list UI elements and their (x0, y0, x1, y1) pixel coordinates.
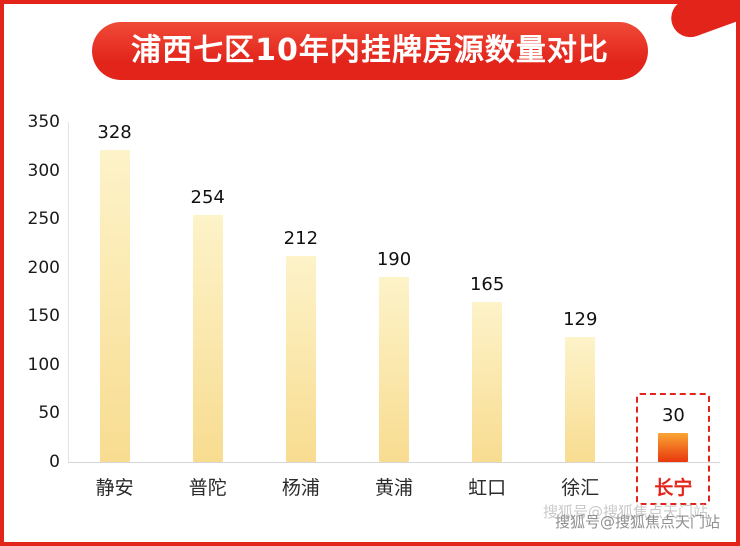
bar-area: 30 (658, 122, 689, 462)
watermark: 搜狐号@搜狐焦点天门站 (554, 513, 720, 531)
bar (192, 215, 223, 462)
bar-columns: 328 静安 254 普陀 212 杨浦 190 黄浦 165 虹口 129 徐汇 30 长宁 (68, 122, 720, 507)
bar-column: 328 静安 (68, 122, 161, 507)
y-axis-line (68, 122, 69, 462)
bar-column: 165 虹口 (441, 122, 534, 507)
bar-column: 254 普陀 (161, 122, 254, 507)
category-label: 虹口 (468, 477, 507, 499)
bar (472, 302, 503, 462)
bar (378, 277, 409, 462)
y-tick-label: 150 (27, 306, 60, 327)
y-tick-label: 250 (27, 209, 60, 230)
value-label: 129 (563, 309, 598, 330)
bar (565, 337, 596, 462)
y-tick-label: 0 (49, 452, 60, 472)
y-tick-label: 50 (38, 403, 60, 424)
y-tick-label: 100 (27, 354, 60, 375)
category-label: 杨浦 (281, 477, 320, 499)
bar (99, 150, 130, 462)
plot-area: 328 静安 254 普陀 212 杨浦 190 黄浦 165 虹口 129 徐汇 30 长宁 (68, 122, 720, 507)
bar-column: 212 杨浦 (254, 122, 347, 507)
bar-column: 190 黄浦 (347, 122, 440, 507)
bar (285, 256, 316, 462)
value-label: 328 (97, 122, 132, 143)
category-label: 静安 (95, 477, 134, 499)
value-label: 212 (283, 228, 319, 249)
bar-area: 165 (470, 122, 504, 462)
y-axis: 0 50 100 150 200 250 300 350 (20, 112, 68, 472)
value-label: 254 (190, 187, 225, 208)
bar-area: 190 (377, 122, 411, 462)
category-label: 普陀 (188, 477, 227, 499)
value-label: 30 (661, 405, 685, 426)
bar-area: 212 (284, 122, 318, 462)
value-label: 190 (376, 249, 412, 270)
bar (658, 433, 689, 462)
category-label: 黄浦 (374, 477, 413, 499)
y-tick-label: 200 (27, 257, 60, 278)
category-label: 长宁 (654, 477, 693, 499)
x-axis-line (68, 462, 720, 463)
y-tick-label: 300 (27, 160, 60, 181)
bar-area: 129 (563, 122, 597, 462)
chart-title: 浦西七区10年内挂牌房源数量对比 (92, 22, 648, 80)
ribbon-decoration (665, 4, 736, 43)
bar-column: 30 长宁 (627, 122, 720, 507)
value-label: 165 (469, 274, 505, 295)
category-label: 徐汇 (561, 477, 600, 499)
bar-column: 129 徐汇 (534, 122, 627, 507)
highlight-box (636, 393, 711, 505)
y-tick-label: 350 (27, 112, 60, 132)
bar-area: 254 (191, 122, 225, 462)
bar-chart: 0 50 100 150 200 250 300 350 328 静安 254 普陀 212 杨浦 190… (20, 112, 720, 507)
bar-area: 328 (97, 122, 132, 462)
